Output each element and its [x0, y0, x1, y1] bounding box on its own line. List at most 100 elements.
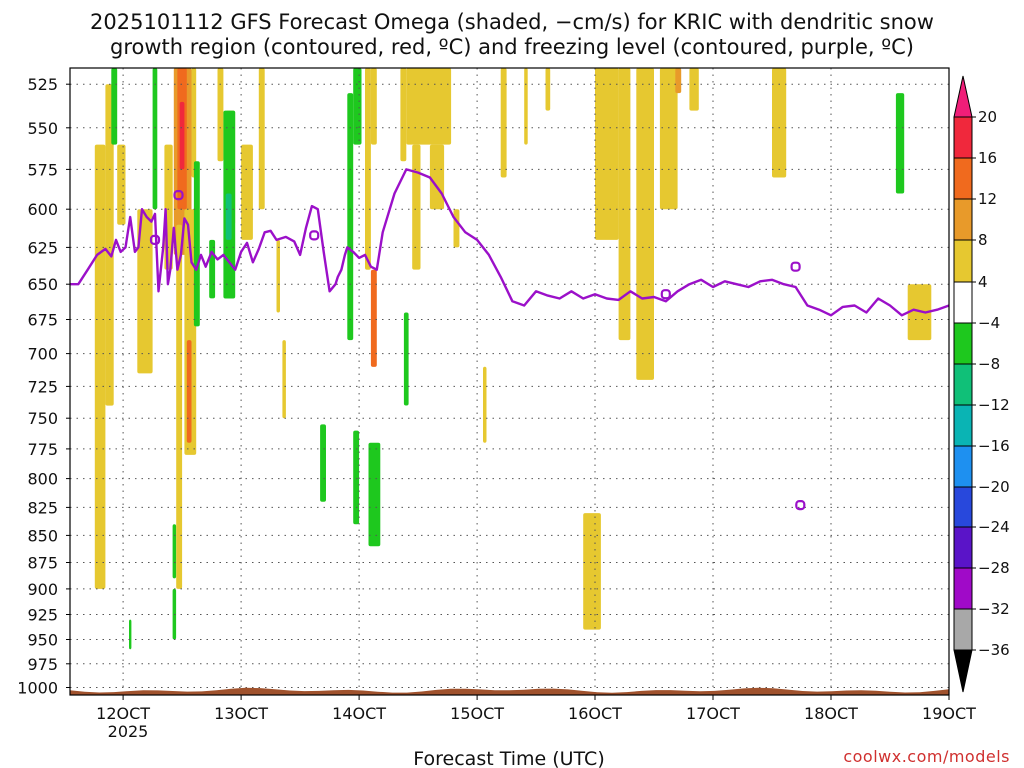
- omega-region: [524, 68, 528, 145]
- omega-shading-layer: [94, 68, 932, 650]
- omega-region: [105, 84, 114, 406]
- omega-region: [483, 366, 487, 443]
- colorbar-band: [953, 198, 973, 241]
- ground-surface: [70, 687, 949, 695]
- colorbar-band: [953, 281, 973, 324]
- colorbar-label: 4: [978, 273, 988, 291]
- omega-region: [406, 68, 452, 145]
- colorbar-band: [953, 322, 973, 365]
- plot-area: [70, 68, 949, 695]
- omega-region: [193, 161, 200, 327]
- x-tick-label: 17OCT: [686, 704, 740, 723]
- y-tick-label: 550: [27, 119, 58, 138]
- chart-title-line1: 2025101112 GFS Forecast Omega (shaded, −…: [90, 10, 934, 34]
- omega-region: [347, 93, 354, 341]
- y-tick-label: 975: [27, 655, 58, 674]
- colorbar-label: 8: [978, 231, 988, 249]
- chart-title-line2: growth region (contoured, red, ºC) and f…: [110, 35, 914, 59]
- colorbar-bottom-arrow: [953, 649, 973, 693]
- y-tick-label: 725: [27, 377, 58, 396]
- omega-region: [453, 209, 460, 248]
- colorbar-band: [953, 567, 973, 610]
- omega-region: [618, 68, 631, 341]
- y-tick-label: 825: [27, 498, 58, 517]
- omega-region: [368, 442, 381, 547]
- y-tick-label: 800: [27, 470, 58, 489]
- colorbar-label: 12: [978, 190, 997, 208]
- omega-region: [282, 340, 286, 419]
- colorbar-band: [953, 445, 973, 488]
- freezing-level-loop: [795, 500, 806, 511]
- y-tick-label: 775: [27, 440, 58, 459]
- credit-link[interactable]: coolwx.com/models: [843, 747, 1010, 766]
- colorbar-label: 20: [978, 108, 997, 126]
- omega-region: [217, 68, 224, 162]
- y-tick-label: 950: [27, 631, 58, 650]
- omega-region: [276, 239, 280, 313]
- x-axis-title: Forecast Time (UTC): [413, 748, 604, 768]
- ground-layer: [70, 687, 949, 695]
- omega-region: [137, 209, 153, 374]
- omega-region: [370, 68, 377, 145]
- freezing-level-loop: [660, 289, 671, 300]
- omega-region: [636, 68, 654, 380]
- y-tick-label: 1000: [17, 679, 58, 698]
- x-tick-label: 18OCT: [804, 704, 858, 723]
- omega-region: [241, 144, 253, 240]
- colorbar-label: −8: [978, 355, 1000, 373]
- colorbar-label: −4: [978, 314, 1000, 332]
- colorbar-band: [953, 486, 973, 528]
- omega-region: [186, 340, 192, 443]
- freezing-level-loop: [790, 261, 801, 272]
- omega-region: [595, 68, 619, 240]
- colorbar-top-arrow: [953, 75, 973, 118]
- omega-region: [583, 513, 601, 630]
- omega-region: [258, 68, 265, 210]
- y-tick-label: 525: [27, 75, 58, 94]
- x-tick-label: 19OCT: [922, 704, 976, 723]
- freezing-level-loop: [309, 230, 320, 241]
- x-tick-label: 15OCT: [450, 704, 504, 723]
- colorbar: 20 16 12 8 4 −4 −8 −12 −16 −20 −24 −28 −32 −36: [953, 75, 1010, 693]
- x-axis: 12OCT 13OCT 14OCT 15OCT 16OCT 17OCT 18OCT 19OCT: [96, 695, 976, 723]
- colorbar-band: [953, 363, 973, 406]
- omega-region: [94, 144, 106, 589]
- omega-region: [689, 68, 699, 111]
- omega-region: [370, 269, 377, 367]
- y-tick-label: 600: [27, 200, 58, 219]
- x-tick-label: 13OCT: [214, 704, 268, 723]
- y-axis: 525 550 575 600 625 650 675 700 725 750 775 800 825 8…: [17, 75, 70, 698]
- freezing-level-layer: [70, 168, 950, 511]
- omega-region: [176, 224, 183, 589]
- x-tick-label: 12OCT: [96, 704, 150, 723]
- plot-frame: [69, 67, 950, 696]
- colorbar-label: −20: [978, 478, 1010, 496]
- y-tick-label: 575: [27, 160, 58, 179]
- omega-region: [895, 93, 905, 194]
- omega-region: [400, 68, 407, 162]
- freezing-level-loop: [173, 190, 184, 201]
- colorbar-label: −28: [978, 559, 1010, 577]
- colorbar-label: −16: [978, 437, 1010, 455]
- omega-region: [772, 68, 787, 178]
- omega-region: [111, 68, 118, 145]
- omega-region: [429, 144, 445, 210]
- omega-region: [545, 68, 551, 111]
- colorbar-label: 16: [978, 149, 997, 167]
- omega-region: [129, 619, 132, 650]
- colorbar-band: [953, 404, 973, 447]
- freezing-level-line: [70, 168, 950, 317]
- omega-region: [353, 430, 360, 525]
- omega-region: [179, 101, 185, 170]
- colorbar-label: −12: [978, 396, 1010, 414]
- y-tick-label: 925: [27, 606, 58, 625]
- omega-region: [209, 239, 216, 299]
- y-tick-label: 650: [27, 275, 58, 294]
- omega-region: [412, 144, 421, 270]
- colorbar-label: −24: [978, 518, 1010, 536]
- x-tick-label: 14OCT: [332, 704, 386, 723]
- colorbar-band: [953, 608, 973, 651]
- omega-region: [117, 144, 126, 225]
- colorbar-band: [953, 239, 973, 283]
